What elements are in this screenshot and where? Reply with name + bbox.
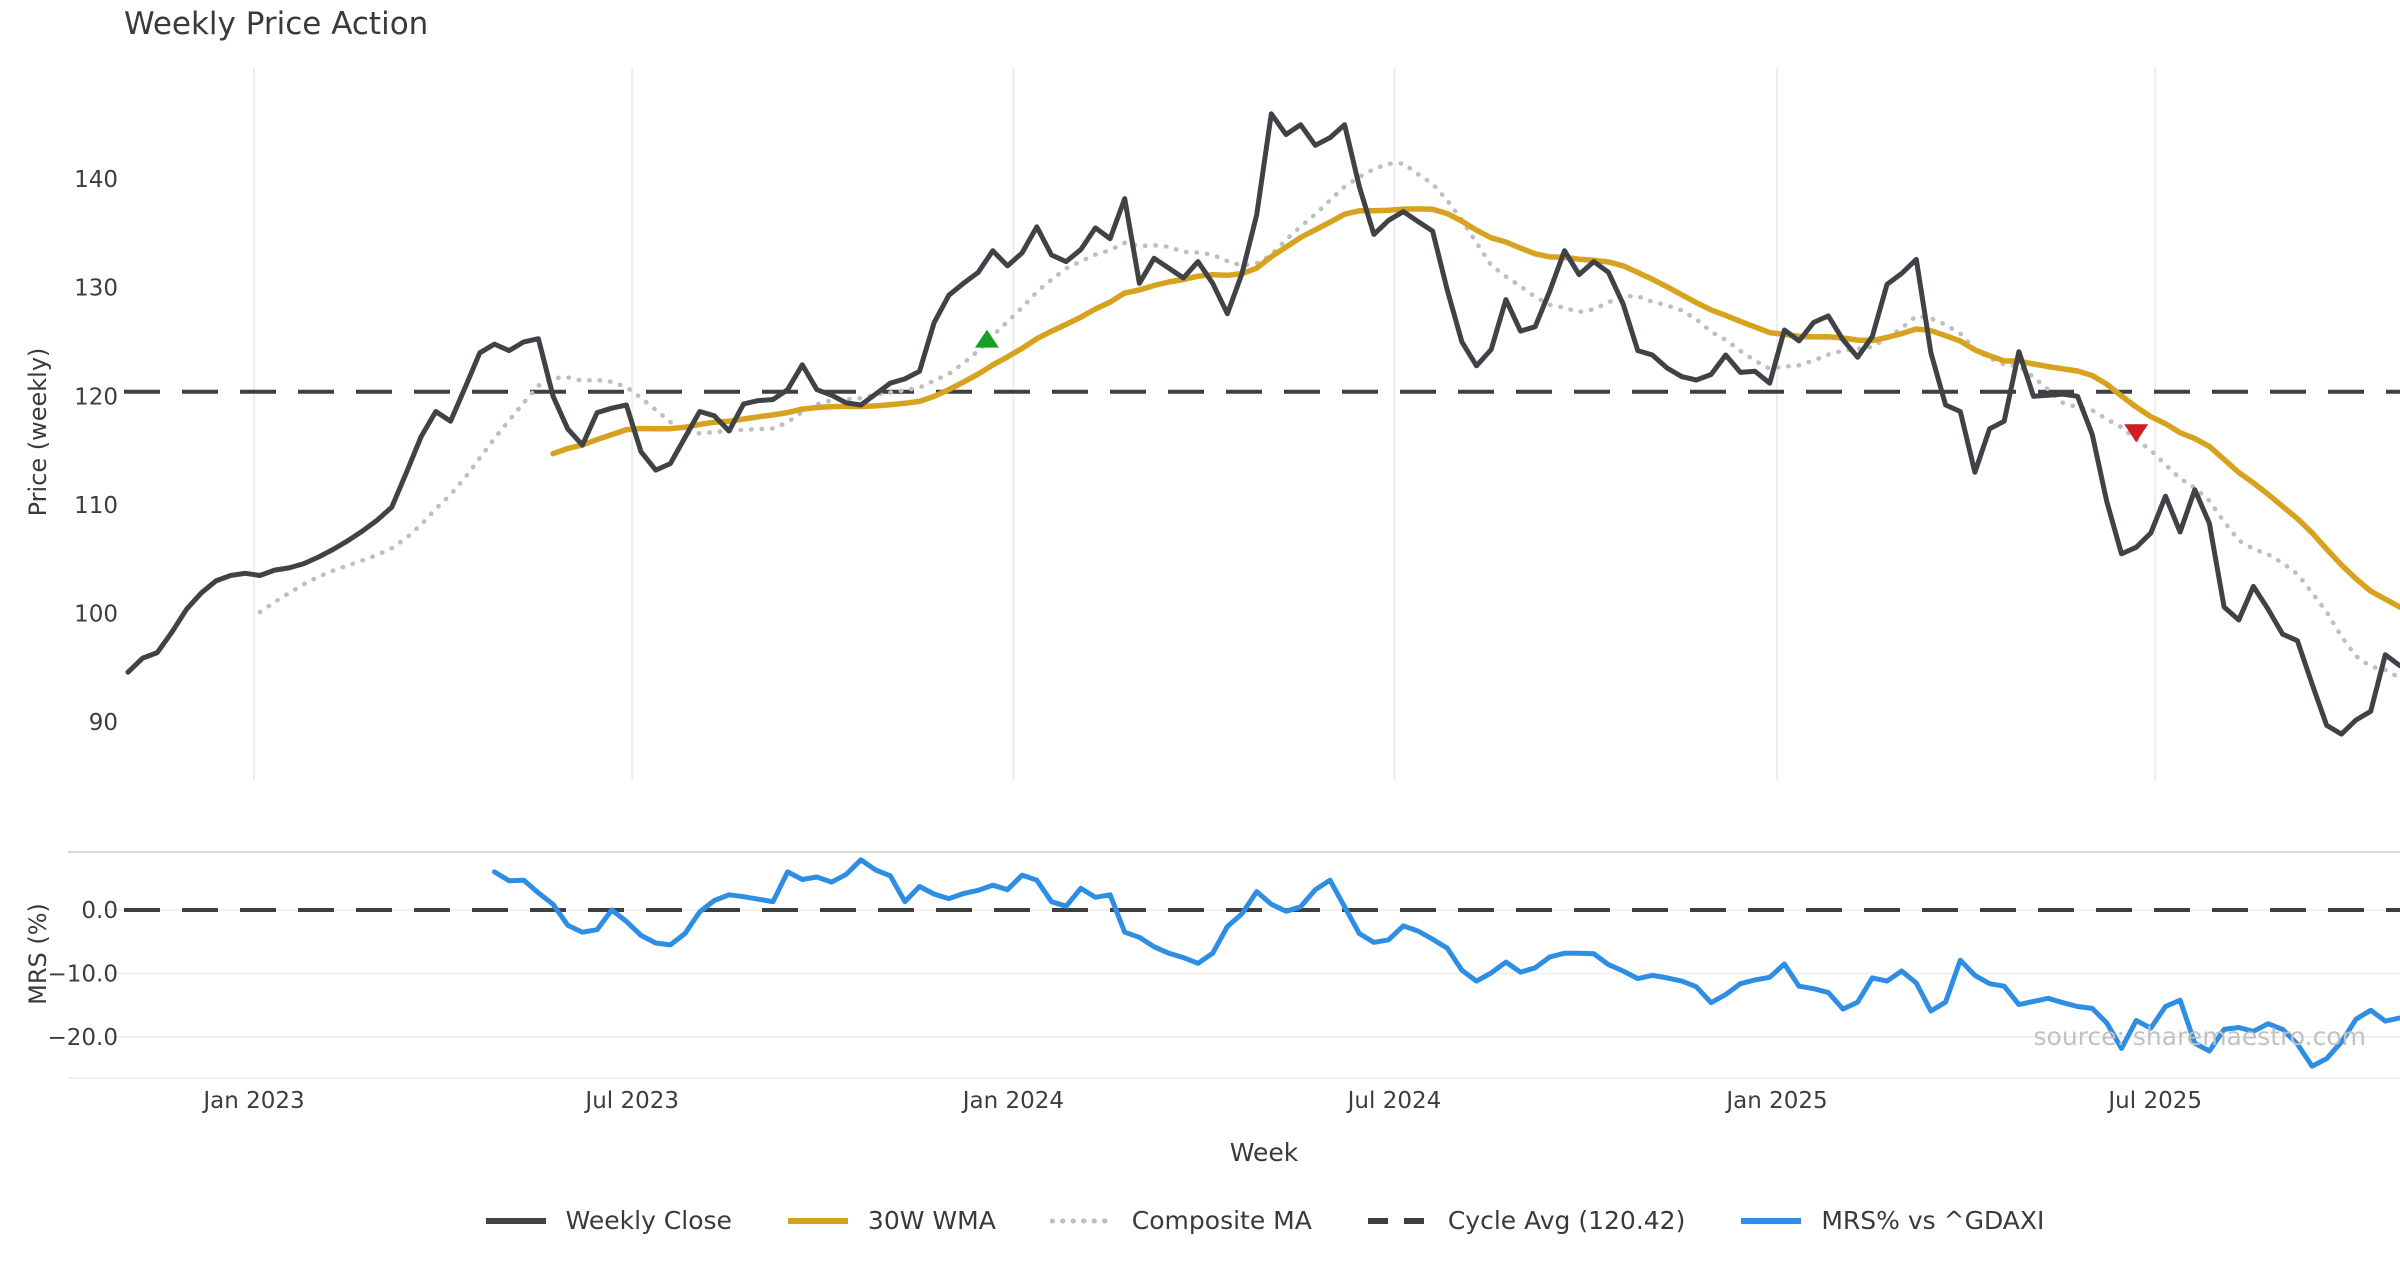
mrs-axis-label: MRS (%) xyxy=(24,874,52,1034)
x-tick-label: Jul 2023 xyxy=(583,1088,679,1114)
mrs-legend-swatch xyxy=(1739,1215,1803,1227)
price-tick-label: 90 xyxy=(89,710,118,736)
close-legend-swatch xyxy=(484,1215,548,1227)
legend: Weekly Close 30W WMA Composite MA Cycle Avg… xyxy=(128,1206,2400,1235)
weekly-close-line xyxy=(128,114,2400,734)
legend-label: Cycle Avg (120.42) xyxy=(1448,1206,1686,1235)
price-axis-label: Price (weekly) xyxy=(24,332,52,532)
legend-label: MRS% vs ^GDAXI xyxy=(1821,1206,2044,1235)
legend-item[interactable]: 30W WMA xyxy=(786,1206,996,1235)
source-note: source: sharemaestro.com xyxy=(2034,1022,2367,1051)
legend-item[interactable]: Weekly Close xyxy=(484,1206,732,1235)
x-tick-label: Jan 2023 xyxy=(201,1088,304,1114)
composite-legend-swatch xyxy=(1050,1215,1114,1227)
legend-item[interactable]: MRS% vs ^GDAXI xyxy=(1739,1206,2044,1235)
mrs-tick-label: 0.0 xyxy=(81,898,118,924)
x-tick-label: Jan 2025 xyxy=(1724,1088,1827,1114)
mrs-tick-label: −20.0 xyxy=(48,1025,118,1051)
x-tick-label: Jan 2024 xyxy=(961,1088,1064,1114)
composite-ma-line xyxy=(260,163,2400,678)
legend-label: Weekly Close xyxy=(566,1206,732,1235)
mrs-tick-label: −10.0 xyxy=(48,962,118,988)
x-tick-label: Jul 2025 xyxy=(2106,1088,2202,1114)
cycle-legend-swatch xyxy=(1366,1215,1430,1227)
price-tick-label: 130 xyxy=(74,276,118,302)
wma-line xyxy=(553,209,2400,607)
legend-item[interactable]: Composite MA xyxy=(1050,1206,1312,1235)
x-tick-label: Jul 2024 xyxy=(1346,1088,1442,1114)
legend-label: 30W WMA xyxy=(868,1206,996,1235)
price-tick-label: 100 xyxy=(74,602,118,628)
legend-label: Composite MA xyxy=(1132,1206,1312,1235)
price-tick-label: 120 xyxy=(74,384,118,410)
price-tick-label: 110 xyxy=(74,493,118,519)
x-axis-label: Week xyxy=(128,1138,2400,1167)
legend-item[interactable]: Cycle Avg (120.42) xyxy=(1366,1206,1686,1235)
wma-legend-swatch xyxy=(786,1215,850,1227)
price-tick-label: 140 xyxy=(74,167,118,193)
chart-title: Weekly Price Action xyxy=(124,6,428,42)
